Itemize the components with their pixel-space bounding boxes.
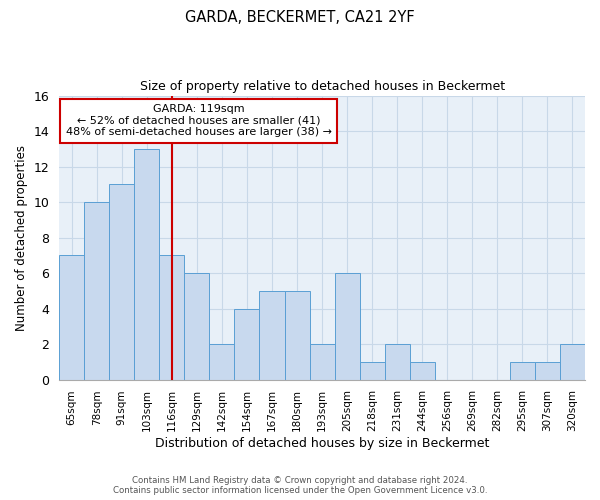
Bar: [259, 291, 284, 380]
Bar: [284, 291, 310, 380]
Bar: [84, 202, 109, 380]
Bar: [335, 273, 359, 380]
Bar: [385, 344, 410, 380]
Bar: [209, 344, 235, 380]
Bar: [160, 256, 184, 380]
Bar: [235, 308, 259, 380]
Bar: [109, 184, 134, 380]
Bar: [410, 362, 435, 380]
Bar: [510, 362, 535, 380]
Bar: [59, 256, 84, 380]
Bar: [560, 344, 585, 380]
Y-axis label: Number of detached properties: Number of detached properties: [15, 144, 28, 330]
Text: Contains HM Land Registry data © Crown copyright and database right 2024.
Contai: Contains HM Land Registry data © Crown c…: [113, 476, 487, 495]
Bar: [134, 149, 160, 380]
Title: Size of property relative to detached houses in Beckermet: Size of property relative to detached ho…: [140, 80, 505, 93]
Bar: [359, 362, 385, 380]
Bar: [310, 344, 335, 380]
Bar: [535, 362, 560, 380]
X-axis label: Distribution of detached houses by size in Beckermet: Distribution of detached houses by size …: [155, 437, 489, 450]
Bar: [184, 273, 209, 380]
Text: GARDA, BECKERMET, CA21 2YF: GARDA, BECKERMET, CA21 2YF: [185, 10, 415, 25]
Text: GARDA: 119sqm
← 52% of detached houses are smaller (41)
48% of semi-detached hou: GARDA: 119sqm ← 52% of detached houses a…: [65, 104, 332, 138]
